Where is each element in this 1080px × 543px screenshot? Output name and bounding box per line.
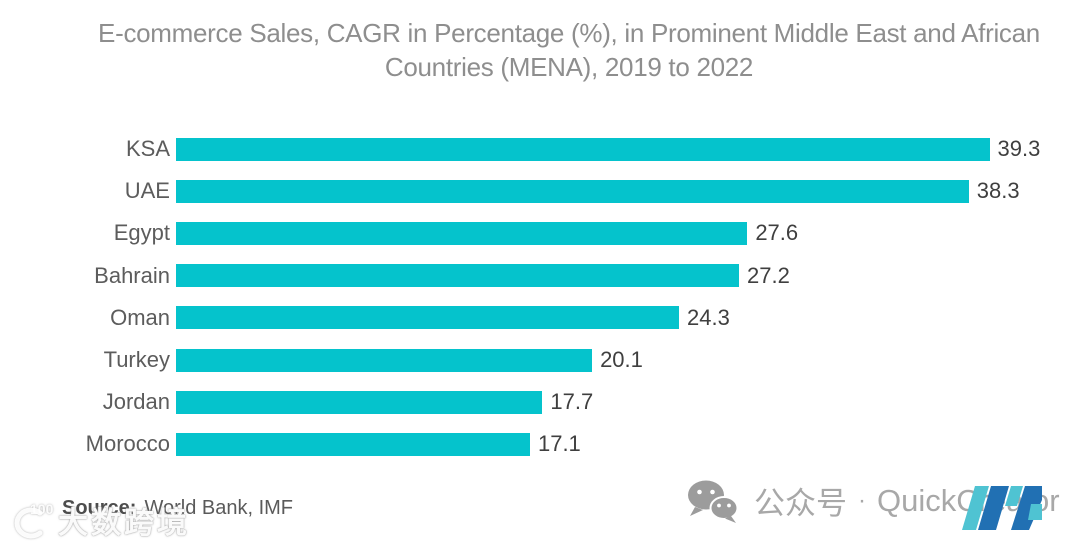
category-label: Jordan bbox=[102, 389, 170, 415]
chart-title: E-commerce Sales, CAGR in Percentage (%)… bbox=[64, 16, 1074, 84]
bar-value: 17.1 bbox=[537, 431, 581, 457]
category-label: Morocco bbox=[85, 431, 170, 457]
category-label: UAE bbox=[124, 178, 170, 204]
bar-chart: KSA 39.3 UAE 38.3 Egypt 27.6 Bahrain 27.2 Oman 24… bbox=[0, 128, 1080, 466]
source-line: Source: World Bank, IMF bbox=[62, 497, 293, 520]
bar-value: 27.2 bbox=[747, 262, 790, 288]
bar bbox=[176, 137, 990, 161]
bar-value: 17.7 bbox=[550, 389, 594, 415]
wechat-label: 公众号 bbox=[754, 486, 847, 521]
bar-value: 24.3 bbox=[687, 304, 730, 330]
bar-row: UAE 38.3 bbox=[0, 170, 1080, 212]
bar-row: KSA 39.3 bbox=[0, 128, 1080, 170]
watermark-text: 大数跨境 bbox=[58, 507, 190, 540]
bar-track: 17.1 bbox=[176, 431, 1080, 457]
bar-track: 24.3 bbox=[176, 305, 1080, 331]
category-label: Oman bbox=[110, 304, 170, 330]
bar-value: 27.6 bbox=[755, 220, 799, 246]
bar-track: 27.2 bbox=[176, 263, 1080, 289]
category-label: Turkey bbox=[103, 347, 170, 373]
bar-value: 38.3 bbox=[976, 178, 1020, 204]
bar bbox=[176, 264, 740, 288]
bar bbox=[176, 348, 593, 372]
bar-track: 17.7 bbox=[176, 389, 1080, 415]
svg-text:100: 100 bbox=[30, 501, 54, 517]
bar-value: 39.3 bbox=[997, 136, 1041, 162]
separator-dot: · bbox=[858, 486, 866, 514]
mordor-intelligence-logo bbox=[962, 486, 1042, 530]
bar bbox=[176, 179, 969, 203]
bar-row: Egypt 27.6 bbox=[0, 212, 1080, 254]
source-text: World Bank, IMF bbox=[144, 497, 294, 519]
bar-row: Morocco 17.1 bbox=[0, 423, 1080, 465]
bar bbox=[176, 306, 679, 330]
watermark: 100 大数跨境 bbox=[4, 498, 190, 542]
bar-track: 20.1 bbox=[176, 347, 1080, 373]
category-label: KSA bbox=[125, 136, 170, 162]
source-label: Source: bbox=[62, 497, 137, 519]
bar-value: 20.1 bbox=[600, 347, 643, 373]
wechat-icon bbox=[688, 480, 739, 523]
bar-row: Jordan 17.7 bbox=[0, 381, 1080, 423]
chart-title-line2: Countries (MENA), 2019 to 2022 bbox=[384, 52, 754, 82]
bar bbox=[176, 432, 530, 456]
bar-track: 38.3 bbox=[176, 178, 1080, 204]
bar bbox=[176, 390, 543, 414]
bar-track: 27.6 bbox=[176, 220, 1080, 246]
category-label: Bahrain bbox=[94, 262, 170, 288]
bar-row: Oman 24.3 bbox=[0, 297, 1080, 339]
bar-track: 39.3 bbox=[176, 136, 1080, 162]
chart-title-line1: E-commerce Sales, CAGR in Percentage (%)… bbox=[98, 18, 1040, 48]
watermark-logo-icon: 100 bbox=[14, 501, 54, 539]
bar-row: Bahrain 27.2 bbox=[0, 255, 1080, 297]
category-label: Egypt bbox=[113, 220, 170, 246]
bar bbox=[176, 221, 748, 245]
bar-row: Turkey 20.1 bbox=[0, 339, 1080, 381]
